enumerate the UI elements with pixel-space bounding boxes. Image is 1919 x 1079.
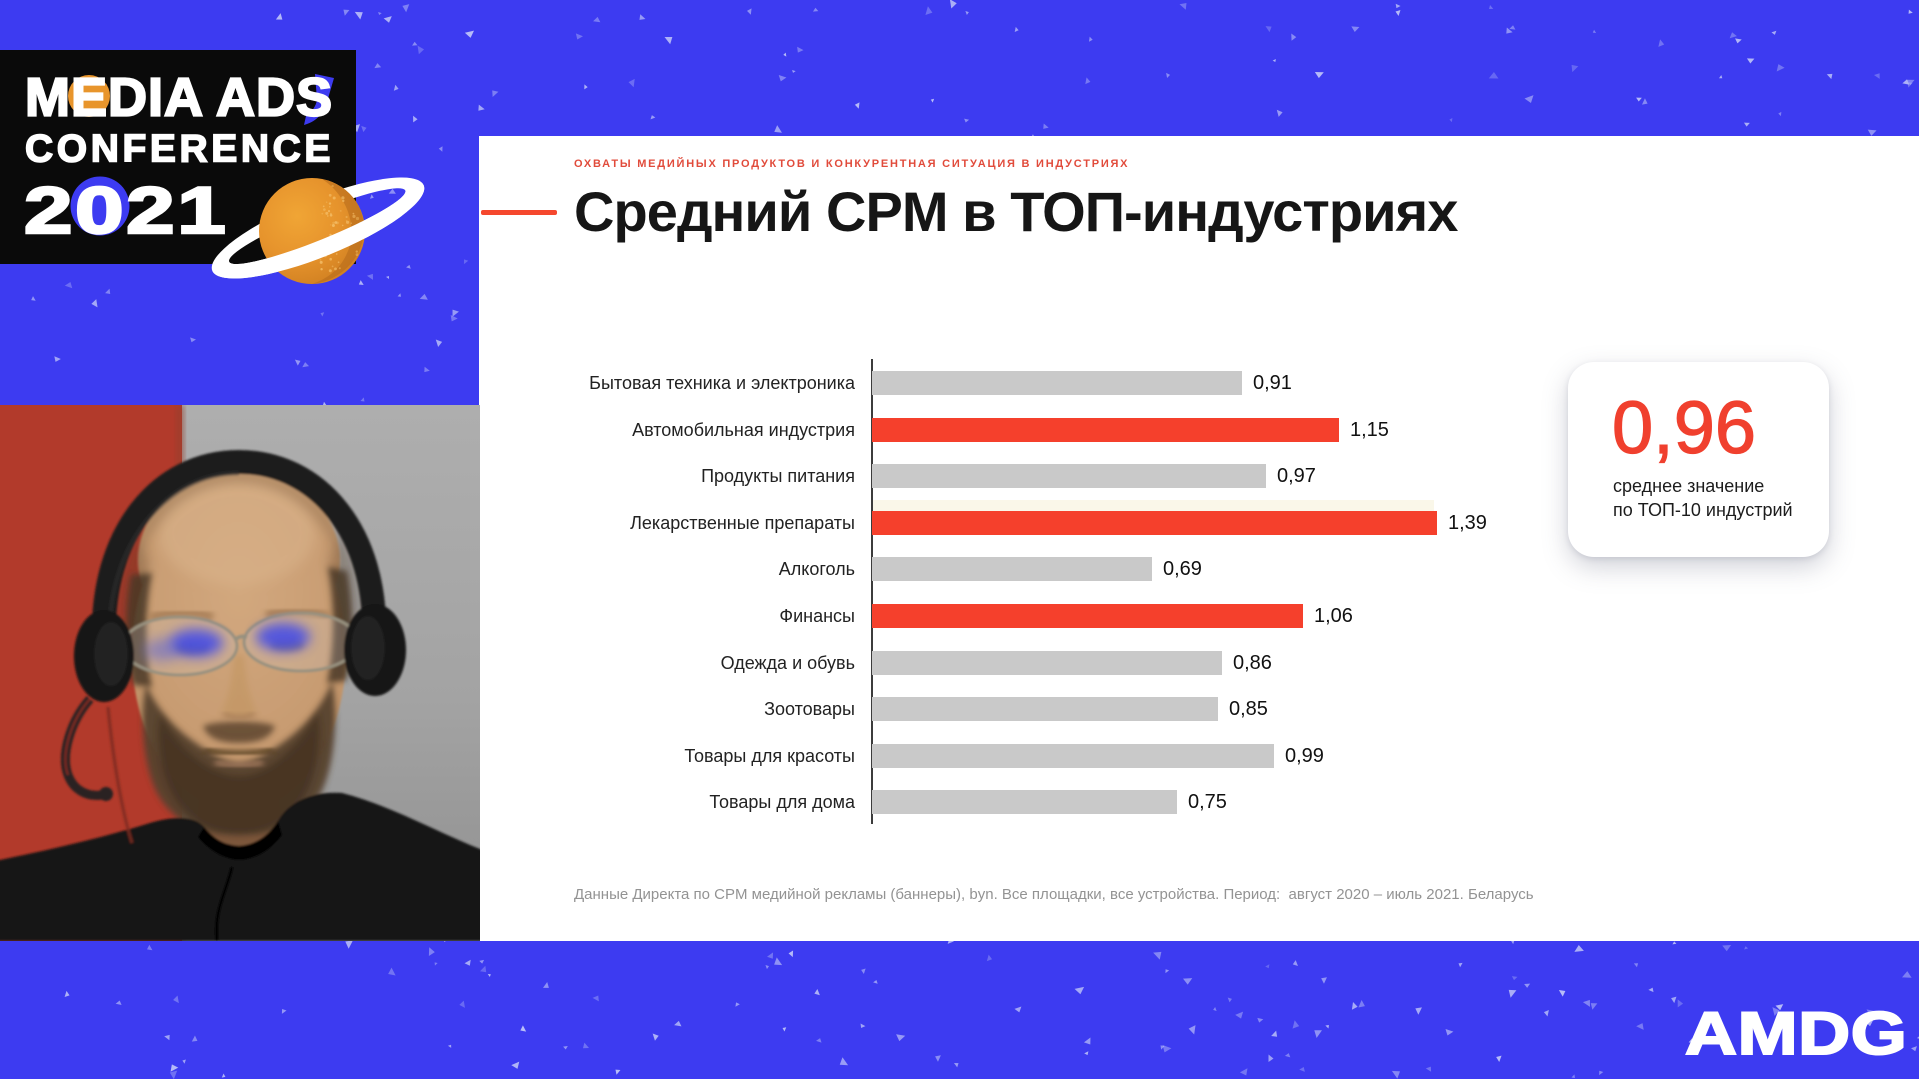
svg-text:2021: 2021 (24, 174, 228, 247)
svg-text:CONFERENCE: CONFERENCE (25, 127, 334, 170)
svg-text:AMDG: AMDG (1685, 1008, 1907, 1068)
svg-text:MEDIA ADS: MEDIA ADS (25, 67, 333, 127)
